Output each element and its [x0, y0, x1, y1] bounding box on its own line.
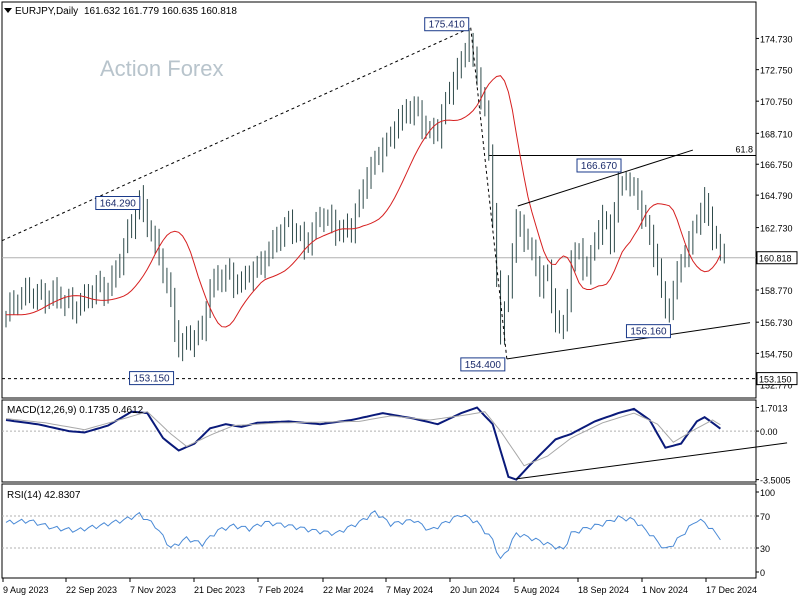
date-tick-label: 7 Nov 2023 — [130, 585, 176, 595]
collapse-triangle-icon[interactable] — [4, 8, 12, 13]
macd-tick-label: 1.7013 — [760, 404, 788, 414]
macd-title: MACD(12,26,9) 0.1735 0.4612 — [7, 405, 144, 416]
annotation-box — [424, 17, 470, 32]
last-price-tag — [756, 251, 798, 265]
price-annotation: 154.400 — [460, 357, 506, 372]
date-tick-label: 9 Aug 2023 — [3, 585, 49, 595]
rsi-tick-label: 0 — [760, 568, 765, 578]
date-tick-label: 20 Jun 2024 — [450, 585, 500, 595]
price-tick-label: 158.770 — [760, 286, 793, 296]
date-tick-label: 1 Nov 2024 — [642, 585, 688, 595]
annotation-box — [576, 158, 622, 173]
ohlc-readout: 161.632 161.779 160.635 160.818 — [84, 6, 237, 17]
rsi-tick-label: 30 — [760, 544, 770, 554]
price-tick-label: 164.790 — [760, 191, 793, 201]
date-tick-label: 7 May 2024 — [386, 585, 433, 595]
rsi-tick-label: 70 — [760, 512, 770, 522]
rsi-layer — [2, 510, 756, 560]
channel-upper-line — [517, 149, 694, 207]
price-annotation: 153.150 — [129, 371, 175, 386]
channel-lower-line — [506, 322, 751, 360]
macd-panel-frame — [1, 399, 757, 483]
price-annotation: 164.290 — [95, 196, 141, 211]
annotation-label: 153.150 — [133, 374, 170, 385]
price-tick-label: 168.710 — [760, 129, 793, 139]
price-tick-label: 152.770 — [760, 381, 793, 391]
annotation-label: 175.410 — [429, 20, 466, 31]
macd-series-macd — [5, 406, 721, 481]
date-tick-label: 7 Feb 2024 — [258, 585, 304, 595]
price-tick-label: 172.750 — [760, 66, 793, 76]
date-tick-label: 17 Dec 2024 — [706, 585, 757, 595]
price-panel-frame — [1, 1, 757, 399]
date-tick-label: 22 Mar 2024 — [323, 585, 374, 595]
annotation-label: 154.400 — [465, 360, 502, 371]
support-price-tag — [756, 372, 798, 386]
axis-layer: 174.730 172.750 170.750 168.710 166.750 164.7… — [2, 34, 798, 595]
macd-tick-label: -3.5005 — [760, 476, 791, 486]
annotation-box — [460, 357, 506, 372]
rsi-title: RSI(14) 42.8307 — [7, 490, 81, 501]
price-tick-label: 166.750 — [760, 160, 793, 170]
dashed-trendline-rise — [1, 27, 471, 242]
date-tick-label: 18 Sep 2024 — [578, 585, 629, 595]
annotation-box — [129, 371, 175, 386]
annotation-box — [625, 324, 671, 339]
support-price-tag-label: 153.150 — [759, 375, 792, 385]
macd-trendline — [516, 442, 788, 480]
macd-tick-label: 0.00 — [760, 427, 778, 437]
symbol-label: EURJPY,Daily — [15, 6, 78, 17]
watermark: Action Forex — [100, 56, 224, 81]
price-annotation: 166.670 — [576, 158, 622, 173]
dashed-trendline-drop — [470, 27, 508, 359]
price-annotation: 156.160 — [625, 324, 671, 339]
price-annotation: 175.410 — [424, 17, 470, 32]
price-layer: 61.8 175.410 164.290 153.150 166.670 154.400 1… — [1, 17, 756, 386]
price-tick-label: 156.730 — [760, 318, 793, 328]
price-tick-label: 154.750 — [760, 349, 793, 359]
price-tick-label: 162.730 — [760, 224, 793, 234]
annotation-label: 156.160 — [630, 327, 667, 338]
macd-series-signal — [5, 411, 721, 467]
price-tick-label: 170.750 — [760, 97, 793, 107]
rsi-line — [5, 510, 721, 560]
date-tick-label: 5 Aug 2024 — [514, 585, 560, 595]
date-tick-label: 22 Sep 2023 — [66, 585, 117, 595]
annotation-label: 166.670 — [581, 161, 618, 172]
annotation-label: 164.290 — [100, 199, 137, 210]
macd-layer — [2, 406, 788, 481]
fib-618-label: 61.8 — [735, 145, 753, 155]
moving-average-line — [6, 75, 721, 328]
rsi-panel-frame — [1, 483, 757, 579]
date-tick-label: 21 Dec 2023 — [194, 585, 245, 595]
price-tick-label: 174.730 — [760, 34, 793, 44]
rsi-tick-label: 100 — [760, 488, 775, 498]
last-price-tag-label: 160.818 — [759, 254, 792, 264]
annotation-box — [95, 196, 141, 211]
